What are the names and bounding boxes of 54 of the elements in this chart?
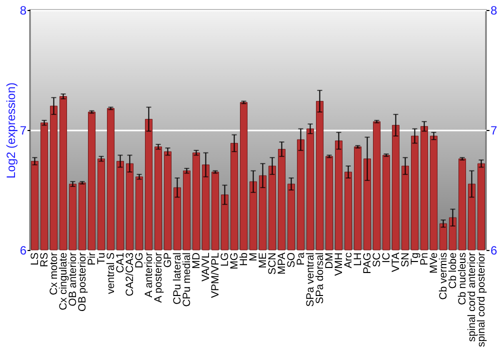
x-tick-label: Arc: [342, 252, 354, 268]
x-tick-label: SCN: [266, 252, 278, 275]
y-tick-label: 8: [20, 4, 27, 18]
x-tick-label: Cb lobe: [446, 252, 459, 289]
x-tick-label: SO: [285, 252, 298, 268]
x-tick-label: RS: [38, 252, 50, 268]
y2-tick-label: 7: [490, 124, 498, 138]
x-tick-label: CA1: [114, 252, 126, 273]
x-tick-label: CPu medial: [180, 252, 193, 307]
y2-tick-label: 8: [490, 4, 498, 18]
x-tick-label: M: [247, 252, 260, 262]
x-tick-label: SPa dorsal: [314, 252, 326, 304]
x-tick-label: VPM/VPL: [209, 252, 222, 298]
x-tick-label: GP: [162, 252, 174, 268]
x-tick-label: Tu: [95, 252, 108, 264]
y2-tick-label: 6: [490, 244, 498, 258]
y-tick-label: 7: [20, 124, 27, 138]
x-tick-label: LH: [352, 252, 364, 266]
x-tick-label: MG: [228, 252, 240, 270]
x-tick-label: LG: [218, 252, 231, 267]
x-tick-label: ventral S: [104, 252, 117, 294]
x-tick-label: Cb nucleus: [456, 252, 468, 306]
x-tick-label: spinal cord anterior: [466, 252, 478, 342]
x-tick-label: DG: [133, 252, 146, 268]
x-tick-label: Pa: [294, 252, 307, 266]
x-tick-label: A posterior: [152, 252, 164, 303]
x-tick-label: MVe: [428, 252, 440, 274]
x-tick-label: PAG: [361, 252, 374, 274]
x-tick-label: SC: [370, 252, 383, 268]
y-axis-title: Log2 (expression): [4, 82, 18, 179]
x-tick-label: MD: [190, 252, 202, 269]
x-tick-label: spinal cord posterior: [475, 252, 488, 348]
x-tick-label: OB anterior: [66, 252, 79, 306]
x-tick-label: DM: [323, 252, 336, 269]
x-tick-label: IC: [380, 252, 392, 263]
x-tick-label: Cx cingulate: [57, 252, 70, 310]
x-tick-label: SN: [399, 252, 412, 268]
x-tick-label: SPa ventral: [304, 252, 316, 307]
x-tick-label: VA/VL: [200, 252, 212, 282]
x-tick-label: Hb: [238, 252, 250, 266]
x-tick-label: VTA: [390, 252, 402, 272]
x-tick-label: Cb vermis: [437, 252, 450, 300]
x-tick-label: VMH: [332, 252, 345, 276]
x-tick-label: ME: [256, 252, 269, 268]
x-tick-label: CA2/CA3: [124, 252, 136, 296]
x-tick-label: A anterior: [142, 252, 155, 298]
x-tick-label: MPA: [276, 252, 288, 274]
x-tick-label: LS: [28, 252, 41, 266]
x-tick-label: Cx motor: [48, 252, 60, 296]
x-tick-label: Tg: [408, 252, 421, 265]
x-tick-label: CPu lateral: [171, 252, 184, 304]
y-tick-label: 6: [20, 244, 27, 258]
x-tick-label: OB posterior: [76, 252, 88, 312]
x-tick-label: Pir: [86, 252, 98, 266]
